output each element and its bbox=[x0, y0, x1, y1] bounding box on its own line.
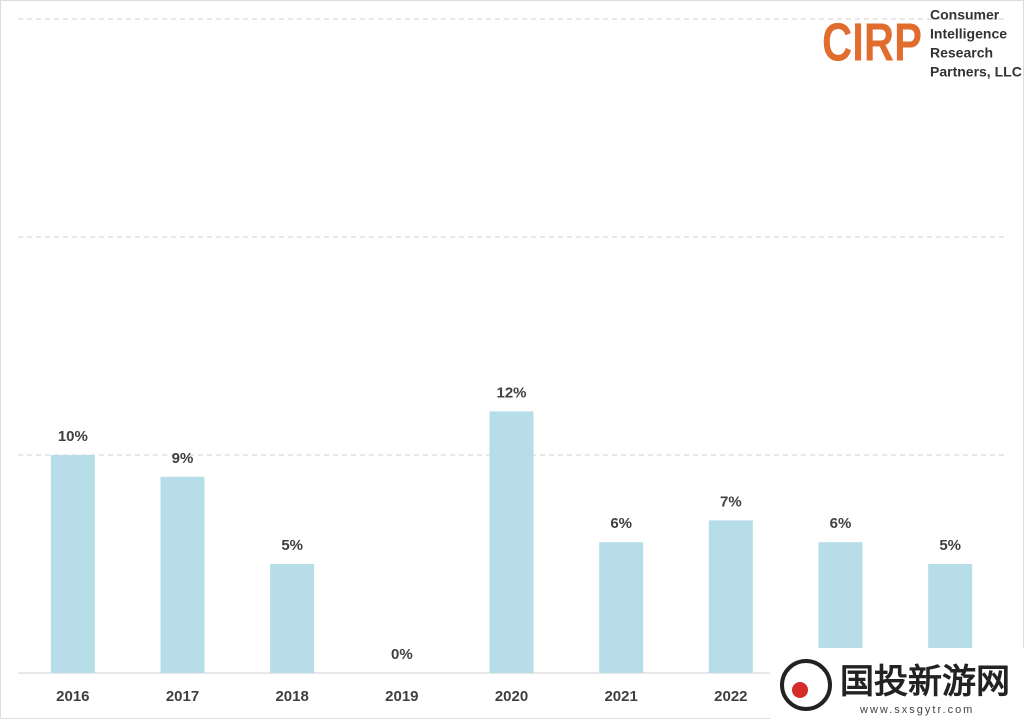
watermark: 国投新游网 www.sxsgytr.com bbox=[770, 648, 1024, 719]
x-tick-label: 2018 bbox=[275, 688, 308, 705]
x-tick-label: 2021 bbox=[604, 688, 637, 705]
x-tick-label: 2022 bbox=[714, 688, 747, 705]
bar bbox=[708, 520, 753, 673]
logo: CIRP Consumer Intelligence Research Part… bbox=[822, 7, 1022, 80]
bar bbox=[160, 476, 205, 673]
x-tick-label: 2017 bbox=[166, 688, 199, 705]
data-label: 7% bbox=[720, 493, 742, 510]
data-label: 5% bbox=[281, 537, 303, 554]
data-label: 12% bbox=[496, 384, 526, 401]
watermark-icon bbox=[792, 682, 808, 698]
logo-line: Research bbox=[930, 45, 993, 61]
logo-line: Partners, LLC bbox=[930, 64, 1022, 80]
watermark-icon bbox=[780, 659, 832, 711]
bar bbox=[599, 542, 644, 673]
data-label: 6% bbox=[610, 515, 632, 532]
x-tick-label: 2016 bbox=[56, 688, 89, 705]
logo-line: Consumer bbox=[930, 7, 1000, 23]
bar bbox=[489, 411, 534, 673]
data-label: 0% bbox=[391, 646, 413, 663]
data-label: 6% bbox=[830, 515, 852, 532]
watermark-title: 国投新游网 bbox=[840, 663, 1010, 701]
watermark-url: www.sxsgytr.com bbox=[859, 704, 974, 716]
bar bbox=[270, 564, 315, 673]
x-tick-label: 2020 bbox=[495, 688, 528, 705]
bar bbox=[50, 455, 95, 673]
logo-mark: CIRP bbox=[822, 12, 922, 72]
data-label: 5% bbox=[939, 537, 961, 554]
logo-line: Intelligence bbox=[930, 26, 1007, 42]
data-label: 9% bbox=[172, 450, 194, 467]
data-label: 10% bbox=[58, 428, 88, 445]
x-tick-label: 2019 bbox=[385, 688, 418, 705]
